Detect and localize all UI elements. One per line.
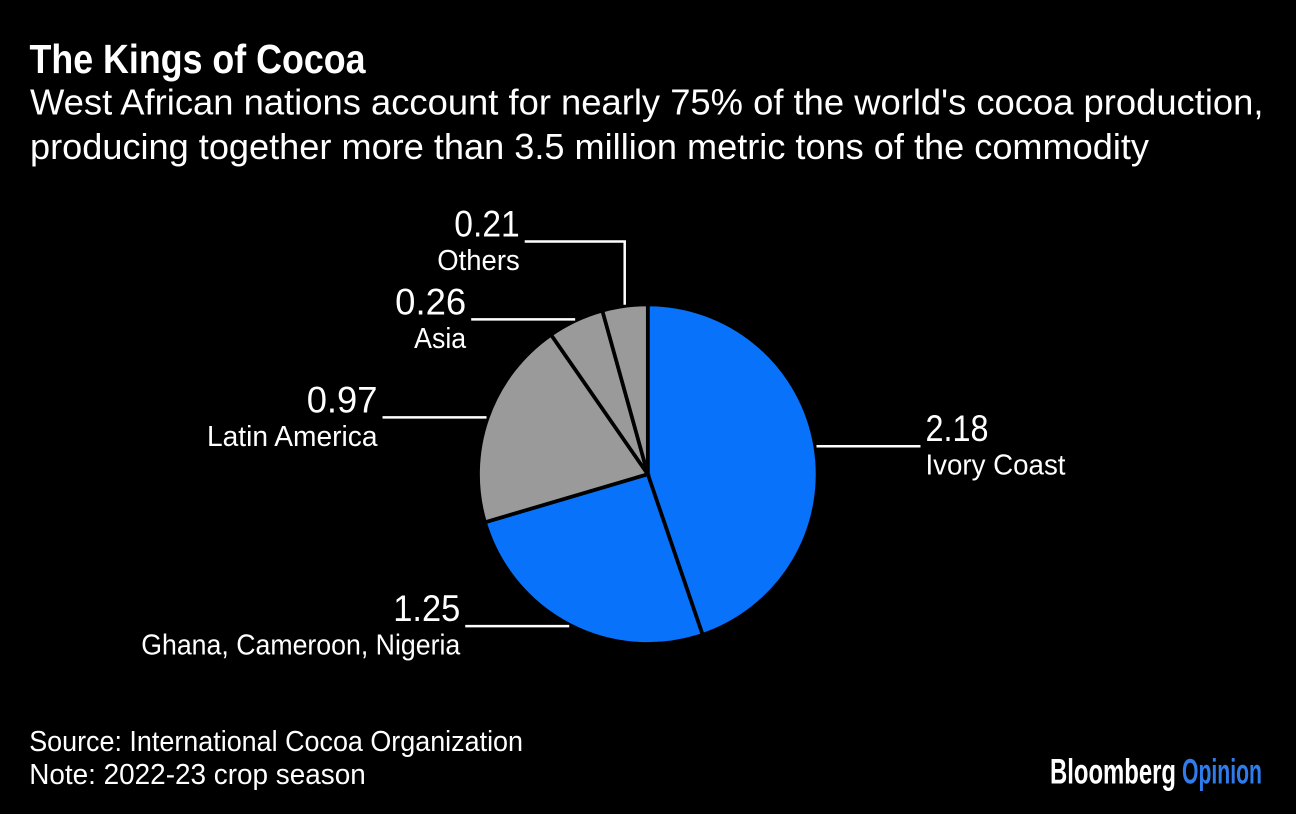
- slice-value-asia: 0.26: [395, 281, 466, 322]
- footnote: Note: 2022-23 crop season: [29, 759, 366, 791]
- slice-name-latin-america: Latin America: [207, 421, 378, 453]
- slice-name-ghana-cameroon-nigeria: Ghana, Cameroon, Nigeria: [141, 630, 461, 662]
- pie-chart: [476, 302, 820, 646]
- pie-slice-ghana-cameroon-nigeria: [482, 471, 706, 646]
- slice-name-ivory-coast: Ivory Coast: [925, 450, 1065, 482]
- chart-title: The Kings of Cocoa: [30, 36, 367, 82]
- chart-subtitle-line-2: producing together more than 3.5 million…: [30, 126, 1149, 167]
- slice-value-latin-america: 0.97: [307, 379, 378, 420]
- pie-slice-others: [600, 302, 650, 475]
- source-note: Source: International Cocoa Organization: [29, 726, 523, 758]
- slice-name-asia: Asia: [414, 323, 467, 355]
- slice-value-ghana-cameroon-nigeria: 1.25: [393, 588, 460, 629]
- slice-name-others: Others: [437, 245, 519, 277]
- pie-slice-latin-america: [476, 332, 651, 525]
- logo-bloomberg: Bloomberg: [1050, 752, 1176, 791]
- slice-value-others: 0.21: [454, 204, 519, 245]
- slice-value-ivory-coast: 2.18: [925, 408, 988, 449]
- leader-line-others: [524, 240, 626, 305]
- chart-subtitle-line-1: West African nations account for nearly …: [30, 82, 1264, 123]
- logo-opinion: Opinion: [1182, 752, 1262, 791]
- pie-slice-ivory-coast: [645, 302, 820, 638]
